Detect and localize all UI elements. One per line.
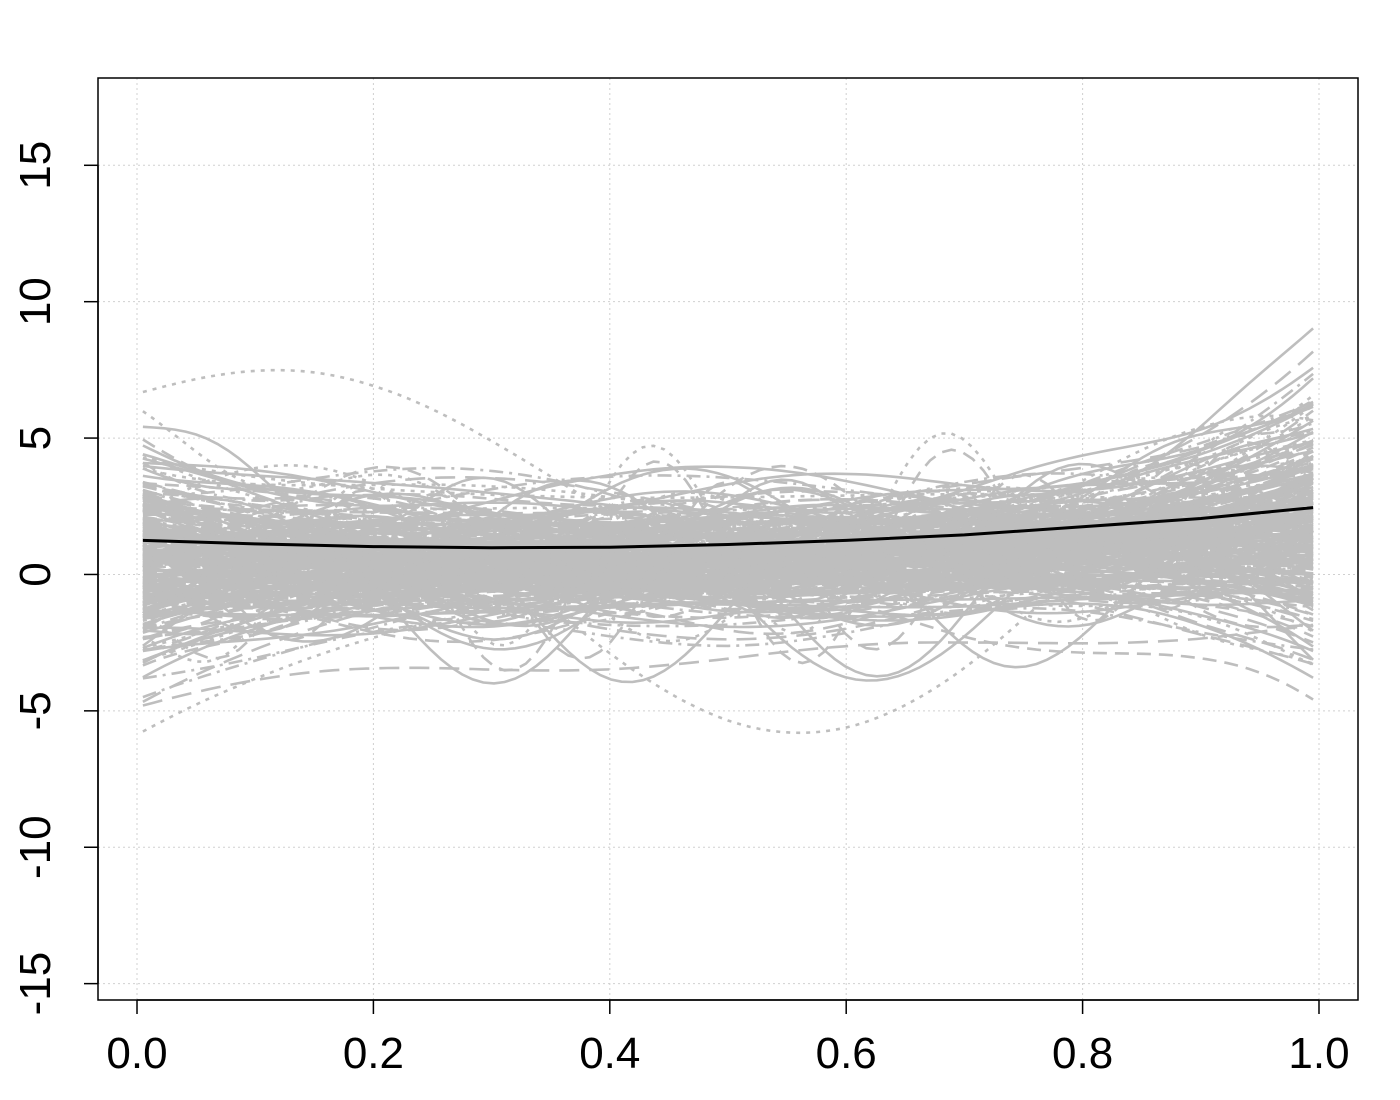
x-tick-label: 0.8 [1052,1029,1113,1078]
series-line-mean [142,506,1314,550]
x-tick-label: 0.6 [816,1029,877,1078]
background-curve [142,475,1314,574]
background-curve [142,410,1314,549]
background-curve [142,490,1314,733]
background-curve [142,425,1314,567]
background-curve [142,426,1314,664]
background-curve [142,415,1314,735]
y-tick-label: 10 [11,277,60,326]
background-curve [142,526,1314,641]
series-lines [142,506,1314,550]
background-curve [142,526,1314,640]
background-curve [142,607,1314,680]
background-curve [142,493,1314,579]
y-tick-label: -10 [11,815,60,879]
background-curve [142,394,1314,578]
background-curve [142,455,1314,590]
x-tick-label: 0.2 [343,1029,404,1078]
background-curve [142,501,1314,620]
background-curve [142,552,1314,637]
background-curve [142,510,1314,611]
x-tick-label: 0.4 [579,1029,640,1078]
background-curve [142,575,1314,619]
x-tick-label: 0.0 [106,1029,167,1078]
background-curve [142,455,1314,559]
background-curve [142,440,1314,517]
background-curve [142,499,1314,589]
background-curve [142,624,1314,707]
background-curve [142,368,1314,581]
background-curve [142,562,1314,621]
background-curve [142,555,1314,610]
background-curve [142,529,1314,559]
background-curve [142,540,1314,652]
y-tick-label: -5 [11,691,60,730]
background-curve [142,441,1314,672]
background-curve [142,582,1314,601]
x-tick-label: 1.0 [1288,1029,1349,1078]
background-curve [142,483,1314,555]
background-curve [142,547,1314,592]
y-axis: -15 -10 -5 0 5 10 15 [11,141,99,1016]
background-curve [142,523,1314,584]
y-tick-label: 0 [11,562,60,586]
y-tick-label: -15 [11,952,60,1016]
background-curve [142,556,1314,589]
background-curve [142,580,1314,667]
background-curve [142,489,1314,597]
x-axis: 0.0 0.2 0.4 0.6 0.8 1.0 [106,999,1350,1078]
background-curve [142,460,1314,587]
background-curve [142,561,1314,636]
background-curve [142,427,1314,599]
background-curve [142,490,1314,610]
background-curve [142,524,1314,617]
y-tick-label: 5 [11,426,60,450]
background-curve [142,507,1314,578]
y-tick-label: 15 [11,141,60,190]
background-curves [142,327,1315,735]
